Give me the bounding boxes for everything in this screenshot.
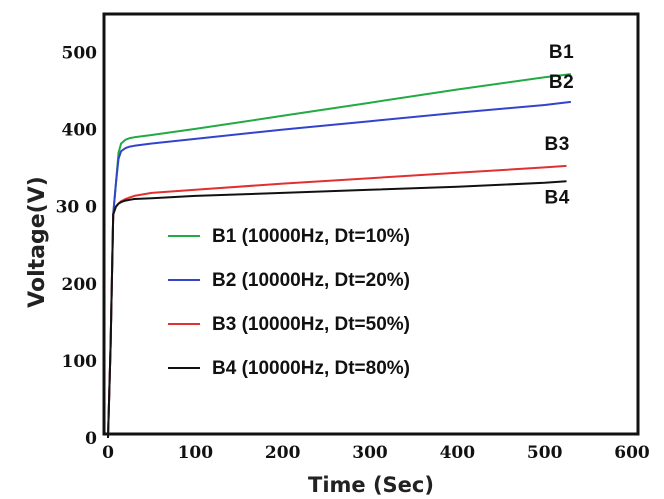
legend-label-b1: B1 (10000Hz, Dt=10%) [212, 226, 410, 247]
x-tick-label: 0 [102, 443, 114, 463]
legend-label-b2: B2 (10000Hz, Dt=20%) [212, 270, 410, 291]
series-line-b2 [107, 100, 572, 439]
y-axis-title: Voltage(V) [25, 176, 50, 308]
x-tick-label: 600 [614, 443, 650, 463]
y-tick-label: 200 [62, 275, 98, 295]
y-axis-ticks: 0 100 200 30 0 400 500 [56, 44, 98, 449]
y-tick-label: 0 [85, 429, 97, 449]
series-end-label-b4: B4 [545, 187, 570, 208]
plot-frame [102, 12, 640, 436]
x-tick-label: 200 [265, 443, 301, 463]
series-lines [107, 73, 572, 439]
legend: B1 (10000Hz, Dt=10%) B2 (10000Hz, Dt=20%)… [168, 226, 410, 379]
series-line-b3 [107, 164, 567, 439]
x-tick-label: 400 [440, 443, 476, 463]
y-tick-label: 30 0 [56, 198, 98, 218]
y-tick-label: 400 [62, 121, 98, 141]
x-tick-label: 300 [352, 443, 388, 463]
legend-label-b3: B3 (10000Hz, Dt=50%) [212, 314, 410, 335]
x-axis-ticks: 0 100 200 300 400 500 600 [102, 443, 650, 463]
series-line-b4 [107, 180, 567, 439]
series-line-b1 [107, 73, 572, 439]
series-end-label-b3: B3 [545, 134, 570, 155]
y-tick-label: 500 [62, 44, 98, 64]
series-end-label-b2: B2 [549, 72, 574, 93]
x-tick-label: 100 [178, 443, 214, 463]
x-tick-label: 500 [527, 443, 563, 463]
x-axis-title: Time (Sec) [308, 473, 434, 497]
legend-label-b4: B4 (10000Hz, Dt=80%) [212, 358, 410, 379]
series-end-label-b1: B1 [549, 42, 574, 63]
y-tick-label: 100 [62, 352, 98, 372]
series-end-labels: B1 B2 B3 B4 [545, 42, 574, 208]
